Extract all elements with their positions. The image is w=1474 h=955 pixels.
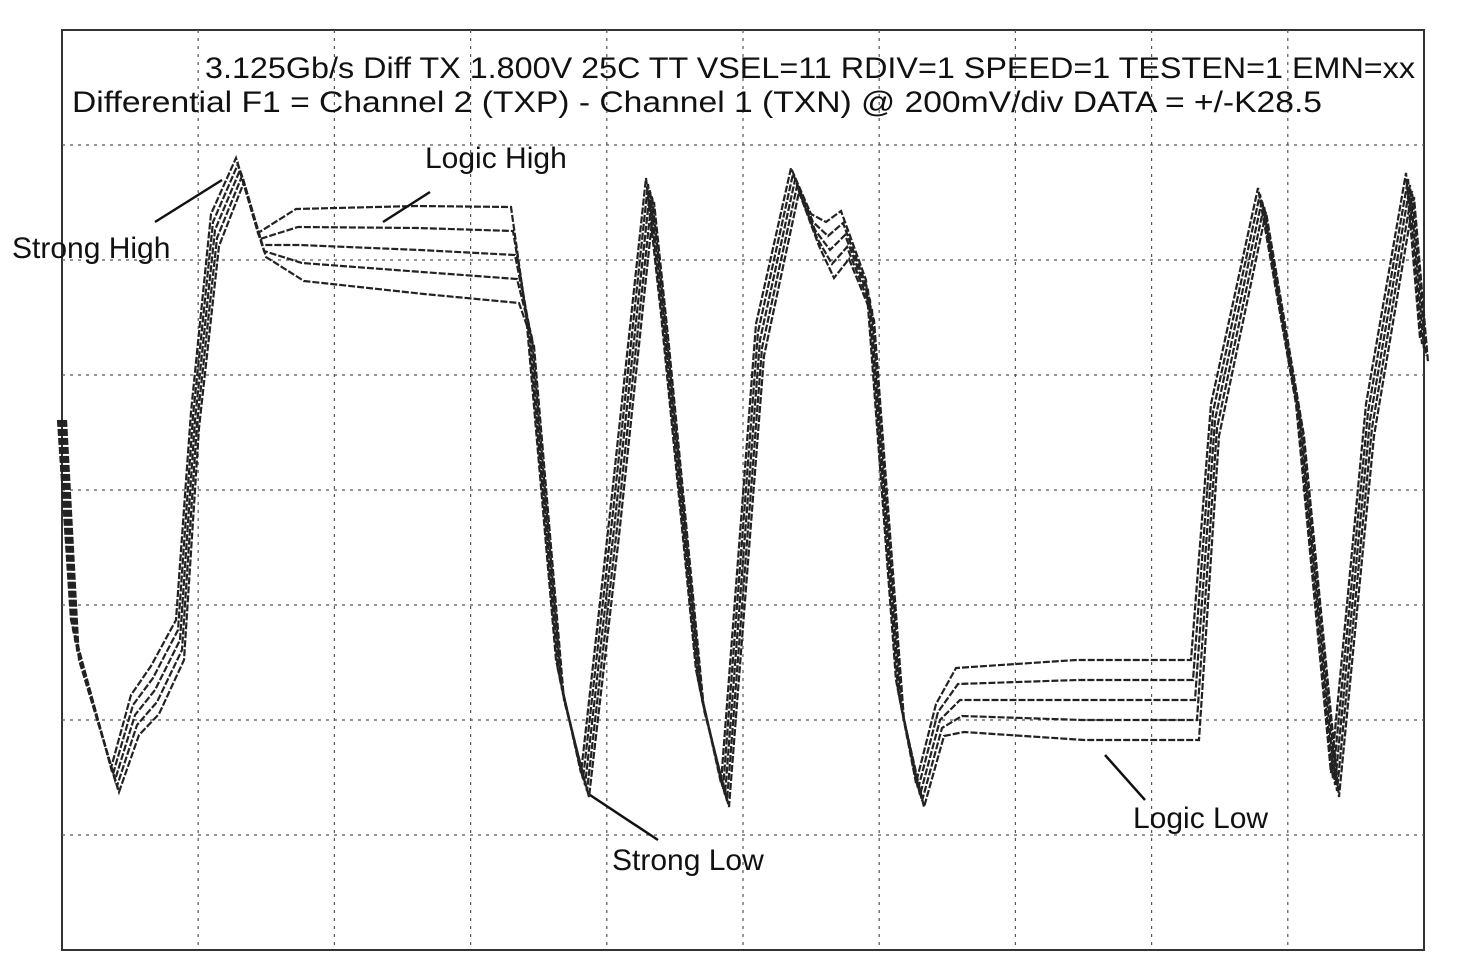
leader-line [155, 180, 222, 222]
annotation: Logic Low [1133, 802, 1268, 835]
annotation: Logic High [425, 142, 567, 175]
waveform-trace [60, 164, 1422, 789]
leader-line [1105, 755, 1145, 800]
annotation: Strong High [12, 232, 170, 265]
scope-screen: 3.125Gb/s Diff TX 1.800V 25C TT VSEL=11 … [0, 0, 1474, 955]
leader-line [590, 795, 658, 840]
header-line-2: Differential F1 = Channel 2 (TXP) - Chan… [72, 86, 1322, 119]
annotation: Strong Low [612, 844, 764, 877]
waveform-trace [66, 182, 1428, 807]
header-line-1: 3.125Gb/s Diff TX 1.800V 25C TT VSEL=11 … [205, 52, 1415, 85]
